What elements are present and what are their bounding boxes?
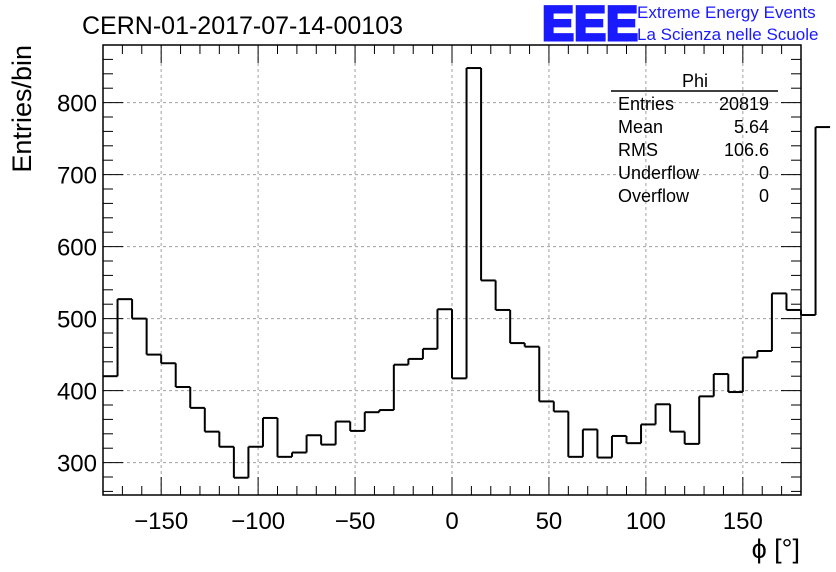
logo-line-1: Extreme Energy Events: [637, 3, 816, 22]
histogram-bins: [103, 67, 831, 479]
stats-row-label: Underflow: [618, 163, 700, 183]
plot-frame: [102, 44, 802, 496]
y-axis-label: Entries/bin: [7, 45, 37, 173]
x-tick-label: 0: [445, 508, 458, 535]
stats-row-label: Overflow: [618, 186, 690, 206]
y-tick-label: 300: [57, 451, 97, 478]
y-tick-label: 800: [57, 91, 97, 118]
logo-line-2: La Scienza nelle Scuole: [637, 25, 818, 44]
x-tick-label: −50: [335, 508, 376, 535]
stats-rows: Entries 20819 Mean 5.64 RMS 106.6 Underflow 0 Ov…: [618, 94, 769, 206]
x-tick-label: −150: [134, 508, 188, 535]
stats-row-value: 0: [759, 163, 769, 183]
eee-logo: EEE Extreme Energy Events La Scienza nel…: [541, 0, 819, 53]
tick-labels: −150 −100 −50 0 50 100 150 300 400 500 600 700 800: [57, 91, 763, 535]
axis-ticks: [102, 44, 802, 495]
x-axis-label: ϕ [°]: [752, 534, 800, 564]
stats-row-value: 106.6: [724, 140, 769, 160]
stats-row-value: 5.64: [734, 117, 769, 137]
x-tick-label: 150: [723, 508, 763, 535]
x-tick-label: 50: [536, 508, 563, 535]
y-tick-label: 500: [57, 307, 97, 334]
stats-row-label: Mean: [618, 117, 663, 137]
stats-title: Phi: [682, 71, 708, 91]
x-tick-label: −100: [231, 508, 285, 535]
stats-row-value: 20819: [719, 94, 769, 114]
y-tick-label: 700: [57, 163, 97, 190]
stats-row-label: RMS: [618, 140, 658, 160]
run-title: CERN-01-2017-07-14-00103: [82, 12, 403, 40]
y-tick-label: 400: [57, 379, 97, 406]
stats-row-label: Entries: [618, 94, 674, 114]
y-tick-label: 600: [57, 235, 97, 262]
x-tick-label: 100: [626, 508, 666, 535]
eee-logo-mark: EEE: [542, 0, 638, 51]
stats-box: Phi Entries 20819 Mean 5.64 RMS 106.6 Underflo…: [611, 71, 778, 206]
stats-row-value: 0: [759, 186, 769, 206]
